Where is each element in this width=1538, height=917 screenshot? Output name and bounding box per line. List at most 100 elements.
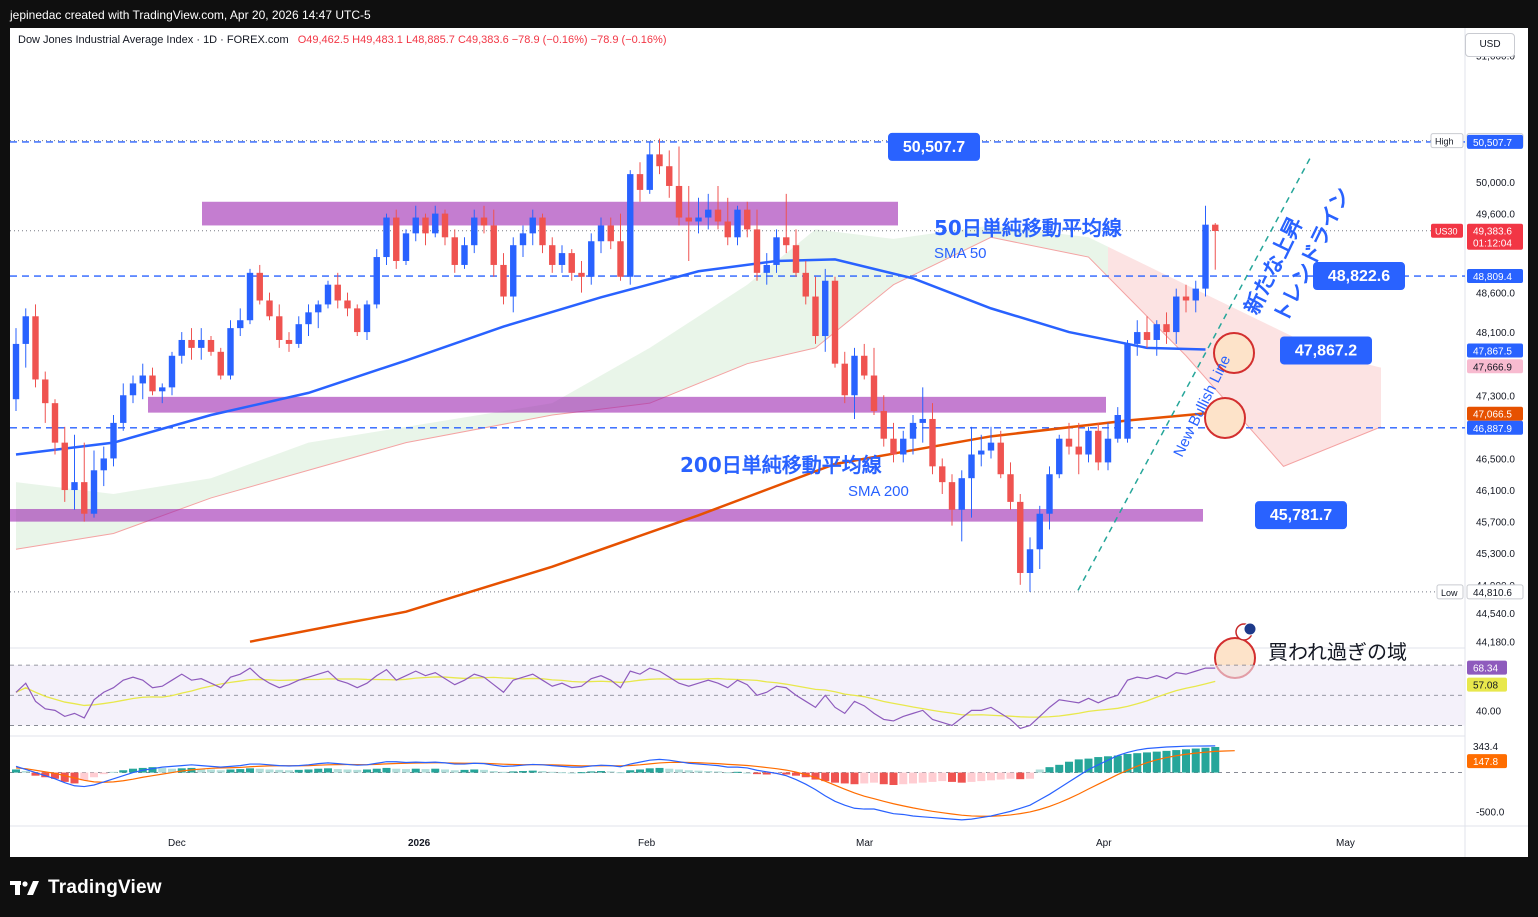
candle-body xyxy=(763,264,770,273)
sma200-subtitle: SMA 200 xyxy=(848,483,909,500)
price-tag: 50,507.7 xyxy=(1473,138,1512,149)
candle-body xyxy=(432,213,439,234)
macd-hist-bar xyxy=(41,772,50,778)
macd-hist-bar xyxy=(831,772,839,783)
rsi-value-tag-bg xyxy=(1467,660,1507,675)
y-tick-label: 45,700.0 xyxy=(1476,518,1515,529)
macd-hist-bar xyxy=(246,768,254,773)
macd-hist-bar xyxy=(51,772,59,779)
candle-body xyxy=(1153,324,1160,340)
macd-hist-bar xyxy=(1201,747,1210,773)
candle-body xyxy=(978,450,985,455)
price-tag-name-bg xyxy=(1436,584,1464,600)
macd-value-tag: 343.4 xyxy=(1473,742,1498,753)
candle-body xyxy=(61,442,68,491)
macd-hist-bar xyxy=(333,769,342,773)
macd-hist-bar xyxy=(704,771,713,773)
candle-body xyxy=(188,339,195,348)
candle-body xyxy=(159,387,166,392)
macd-hist-bar xyxy=(480,769,488,773)
rsi-line xyxy=(15,667,1216,730)
chart-frame[interactable]: 50,507.7 48,822.6 47,867.2 45,781.7 50日単純移動平… xyxy=(10,28,1528,857)
level-label-bg xyxy=(1313,262,1405,291)
macd-hist-bar xyxy=(636,769,644,773)
price-tag-bg xyxy=(1467,406,1523,421)
candle-body xyxy=(227,328,234,376)
candle-body xyxy=(90,470,98,514)
macd-hist-bar xyxy=(382,767,391,773)
candle-body xyxy=(666,166,673,186)
candle-body xyxy=(792,245,800,273)
candle-body xyxy=(461,245,468,265)
candle-body xyxy=(851,355,858,396)
point-label: 47,867.2 xyxy=(1295,342,1357,359)
ichimoku-cloud-bear xyxy=(1108,246,1381,467)
candle-body xyxy=(32,316,39,380)
price-tag-bg xyxy=(1467,134,1523,149)
candle-body xyxy=(22,316,29,344)
candle-body xyxy=(870,375,878,412)
macd-hist-bar xyxy=(372,768,381,773)
candle-body xyxy=(237,320,244,329)
macd-hist-bar xyxy=(1191,748,1200,773)
candle-body xyxy=(295,324,302,344)
candle-body xyxy=(1134,332,1141,344)
candle-body xyxy=(1163,324,1170,333)
macd-hist-bar xyxy=(275,769,284,773)
macd-line xyxy=(15,745,1216,821)
price-tag: 47,066.5 xyxy=(1473,410,1512,421)
macd-hist-bar xyxy=(626,770,635,773)
candle-body xyxy=(880,411,887,439)
macd-hist-bar xyxy=(236,769,245,773)
price-chart[interactable]: 50,507.7 48,822.6 47,867.2 45,781.7 50日単純移動平… xyxy=(10,28,1528,857)
candle-body xyxy=(305,312,312,325)
x-tick-label: 2026 xyxy=(408,838,431,849)
macd-hist-bar xyxy=(31,772,40,776)
macd-hist-bar xyxy=(265,769,274,773)
candle-body xyxy=(1075,446,1082,455)
macd-hist-bar xyxy=(158,767,167,773)
zone-band xyxy=(202,201,898,226)
macd-hist-bar xyxy=(548,771,557,773)
candle-body xyxy=(558,253,566,265)
macd-hist-bar xyxy=(1045,767,1054,773)
candle-body xyxy=(900,438,907,455)
macd-hist-bar xyxy=(1065,761,1073,773)
macd-hist-bar xyxy=(967,772,976,782)
candle-body xyxy=(168,355,176,388)
candle-body xyxy=(402,233,410,261)
zone-band xyxy=(10,508,1203,522)
macd-hist-bar xyxy=(957,772,966,783)
currency-button[interactable]: USD xyxy=(1465,33,1515,57)
macd-hist-bar xyxy=(460,769,469,773)
macd-value-tag-bg xyxy=(1467,738,1507,753)
macd-hist-bar xyxy=(489,771,498,773)
candle-body xyxy=(685,217,692,222)
candle-body xyxy=(841,363,848,396)
candle-body xyxy=(1007,474,1014,502)
candle-body xyxy=(1056,438,1063,475)
macd-hist-bar xyxy=(977,772,986,782)
price-tag-bg xyxy=(1466,584,1524,600)
rsi-ma-value-tag-bg xyxy=(1467,677,1507,692)
candle-body xyxy=(724,221,731,238)
candle-body xyxy=(266,300,273,317)
macd-hist-bar xyxy=(1162,750,1171,773)
candle-body xyxy=(929,418,936,467)
price-tag-name: High xyxy=(1435,137,1454,147)
sma200-title: 200日単純移動平均線 xyxy=(680,453,882,477)
macd-hist-bar xyxy=(996,772,1005,780)
candle-body xyxy=(695,217,702,222)
macd-hist-bar xyxy=(889,772,898,785)
candle-body xyxy=(1212,224,1219,231)
macd-hist-bar xyxy=(148,767,157,773)
price-tag: 47,867.5 xyxy=(1473,346,1512,357)
macd-hist-bar xyxy=(840,772,849,784)
candle-body xyxy=(968,454,975,479)
macd-hist-bar xyxy=(470,769,479,773)
header-caption: jepinedac created with TradingView.com, … xyxy=(10,8,371,22)
macd-hist-bar xyxy=(597,771,605,773)
macd-hist-bar xyxy=(499,771,508,773)
candle-body xyxy=(1104,438,1112,463)
candle-body xyxy=(1192,288,1199,301)
